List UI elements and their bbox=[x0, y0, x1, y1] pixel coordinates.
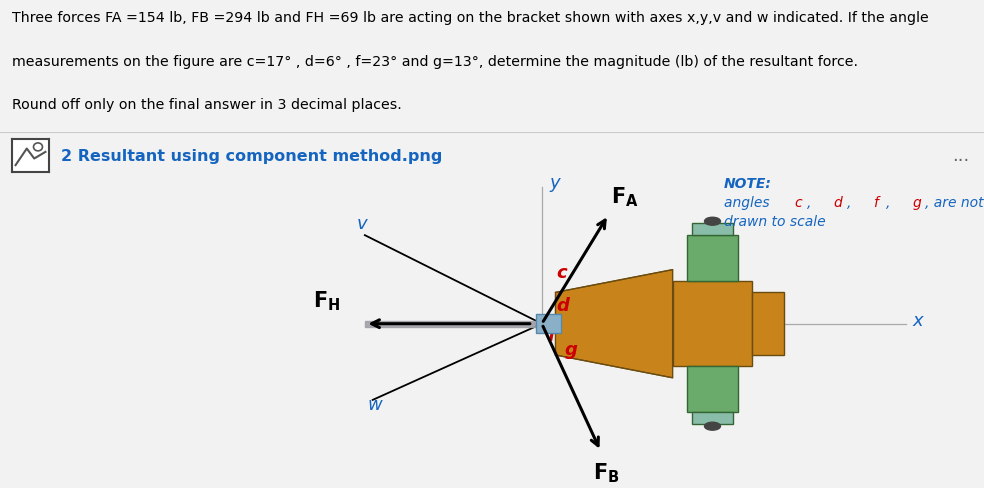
Polygon shape bbox=[753, 292, 784, 355]
Text: Round off only on the final answer in 3 decimal places.: Round off only on the final answer in 3 … bbox=[12, 99, 401, 112]
Text: 2 Resultant using component method.png: 2 Resultant using component method.png bbox=[61, 149, 443, 163]
Text: c: c bbox=[794, 196, 802, 210]
Polygon shape bbox=[688, 366, 738, 412]
Text: $x$: $x$ bbox=[911, 312, 925, 330]
Text: Three forces FA =154 lb, FB =294 lb and FH =69 lb are acting on the bracket show: Three forces FA =154 lb, FB =294 lb and … bbox=[12, 11, 929, 25]
Text: $v$: $v$ bbox=[356, 215, 369, 233]
Text: ...: ... bbox=[952, 147, 969, 165]
Text: $\mathbf{F_A}$: $\mathbf{F_A}$ bbox=[611, 185, 639, 209]
Text: measurements on the figure are c=17° , d=6° , f=23° and g=13°, determine the mag: measurements on the figure are c=17° , d… bbox=[12, 55, 858, 69]
Text: g: g bbox=[565, 341, 578, 359]
Text: $\mathbf{F_H}$: $\mathbf{F_H}$ bbox=[313, 290, 340, 313]
Text: f: f bbox=[873, 196, 878, 210]
Text: d: d bbox=[833, 196, 842, 210]
Text: $y$: $y$ bbox=[549, 176, 562, 194]
Text: g: g bbox=[912, 196, 921, 210]
Text: $w$: $w$ bbox=[367, 396, 384, 414]
Text: , are not: , are not bbox=[925, 196, 984, 210]
Text: f: f bbox=[547, 327, 555, 345]
Text: d: d bbox=[557, 297, 570, 315]
Text: ,: , bbox=[847, 196, 855, 210]
Polygon shape bbox=[673, 281, 753, 366]
Text: ,: , bbox=[808, 196, 817, 210]
Text: c: c bbox=[557, 264, 567, 282]
Text: drawn to scale: drawn to scale bbox=[724, 215, 826, 229]
Text: $\mathbf{F_B}$: $\mathbf{F_B}$ bbox=[593, 462, 620, 485]
Polygon shape bbox=[365, 321, 551, 327]
Polygon shape bbox=[688, 236, 738, 281]
Circle shape bbox=[705, 217, 720, 225]
Polygon shape bbox=[536, 314, 561, 333]
Polygon shape bbox=[556, 269, 673, 378]
Circle shape bbox=[705, 422, 720, 430]
Text: angles: angles bbox=[724, 196, 773, 210]
Text: NOTE:: NOTE: bbox=[724, 177, 771, 191]
Text: ,: , bbox=[886, 196, 894, 210]
Polygon shape bbox=[692, 412, 733, 425]
Polygon shape bbox=[692, 223, 733, 236]
